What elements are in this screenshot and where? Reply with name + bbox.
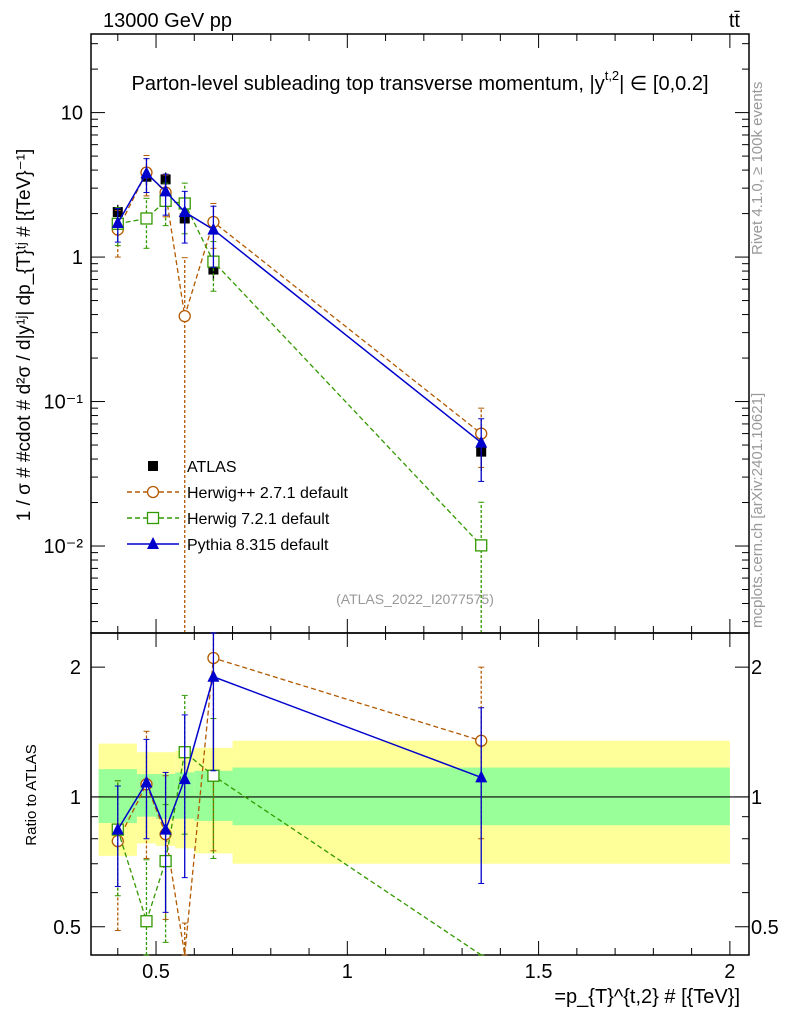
main-ylabel: 1 / σ # #cdot # d²σ / d|y¹ʲ| dp_{T}ᵗʲ # … <box>14 149 35 522</box>
main-point-pythia <box>475 435 488 448</box>
main-title-y: y <box>595 73 605 95</box>
ratio-xtick-label: 2 <box>724 961 735 983</box>
ratio-panel: 0.5 0.5 1 1 2 2 0.5 1 1.5 2 <box>53 632 779 983</box>
main-ytick-label: 10 <box>61 103 83 125</box>
header-process: tt̄ <box>729 10 741 32</box>
ratio-ytick-label: 0.5 <box>53 917 81 939</box>
main-title-sup: t,2 <box>605 68 619 83</box>
main-point-pythia <box>159 184 172 197</box>
ratio-ytick-label-right: 0.5 <box>751 917 779 939</box>
ratio-point-pythia <box>207 669 220 682</box>
main-point-herwig7 <box>475 539 488 552</box>
ratio-ytick-label: 1 <box>70 787 81 809</box>
ratio-frame <box>90 632 750 956</box>
rivet-label: Rivet 4.1.0, ≥ 100k events <box>749 82 766 255</box>
ratio-xtick-label: 0.5 <box>142 961 170 983</box>
main-point-pythia <box>178 205 191 218</box>
ratio-xtick-label: 1 <box>342 961 353 983</box>
legend-label-atlas: ATLAS <box>187 459 237 476</box>
ratio-ytick-label-right: 1 <box>751 787 762 809</box>
legend-marker-herwigpp <box>146 485 160 499</box>
main-series-herwig7 <box>111 182 488 634</box>
main-panel: 10⁻² 10⁻¹ 1 10 (ATLAS_2022_I2077575) ATLAS Her… <box>44 33 750 634</box>
ratio-point-pythia <box>475 770 488 783</box>
legend-marker-atlas <box>148 461 158 471</box>
header-energy: 13000 GeV pp <box>103 10 232 32</box>
ratio-point-pythia <box>140 775 153 788</box>
main-ytick-label: 10⁻² <box>44 536 84 558</box>
ratio-point-pythia <box>159 822 172 835</box>
legend-marker-pythia <box>147 537 159 549</box>
legend-label-herwig7: Herwig 7.2.1 default <box>187 511 330 528</box>
main-title-prefix: Parton-level subleading top transverse m… <box>132 73 595 95</box>
main-ytick-label: 10⁻¹ <box>44 392 84 414</box>
legend-marker-herwig7 <box>146 511 160 525</box>
main-point-pythia <box>140 166 153 179</box>
ratio-ytick-label-right: 2 <box>751 657 762 679</box>
ratio-line-herwig7 <box>117 750 482 956</box>
main-line-herwigpp <box>117 171 482 435</box>
ratio-line-pythia <box>117 675 482 832</box>
ratio-ylabel: Ratio to ATLAS <box>23 744 40 845</box>
mcplots-label: mcplots.cern.ch [arXiv:2401.10621] <box>749 393 766 628</box>
main-series-pythia <box>111 158 488 482</box>
legend: ATLAS Herwig++ 2.7.1 default Herwig 7.2.1 … <box>127 459 349 554</box>
analysis-watermark: (ATLAS_2022_I2077575) <box>336 591 494 607</box>
ratio-point-herwig7 <box>207 769 220 782</box>
ratio-xtick-label: 1.5 <box>525 961 553 983</box>
ratio-line-herwigpp <box>117 657 482 956</box>
ratio-xlabel: =p_{T}^{t,2} # [{TeV}] <box>554 986 740 1008</box>
ratio-ytick-label: 2 <box>70 657 81 679</box>
main-title: Parton-level subleading top transverse m… <box>132 68 709 95</box>
ratio-point-pythia <box>111 822 124 835</box>
legend-label-pythia: Pythia 8.315 default <box>187 537 329 554</box>
ratio-series-pythia <box>111 632 488 913</box>
main-series-herwigpp <box>111 154 488 634</box>
ratio-point-pythia <box>178 772 191 785</box>
ratio-point-herwig7 <box>140 915 153 928</box>
main-line-pythia <box>117 172 482 444</box>
main-point-herwig7 <box>140 212 153 225</box>
main-title-suffix: | ∈ [0,0.2] <box>619 73 708 95</box>
main-point-pythia <box>111 216 124 229</box>
main-point-herwigpp <box>178 310 191 323</box>
legend-label-herwigpp: Herwig++ 2.7.1 default <box>187 485 349 502</box>
main-ytick-label: 1 <box>72 247 83 269</box>
main-point-pythia <box>207 222 220 235</box>
